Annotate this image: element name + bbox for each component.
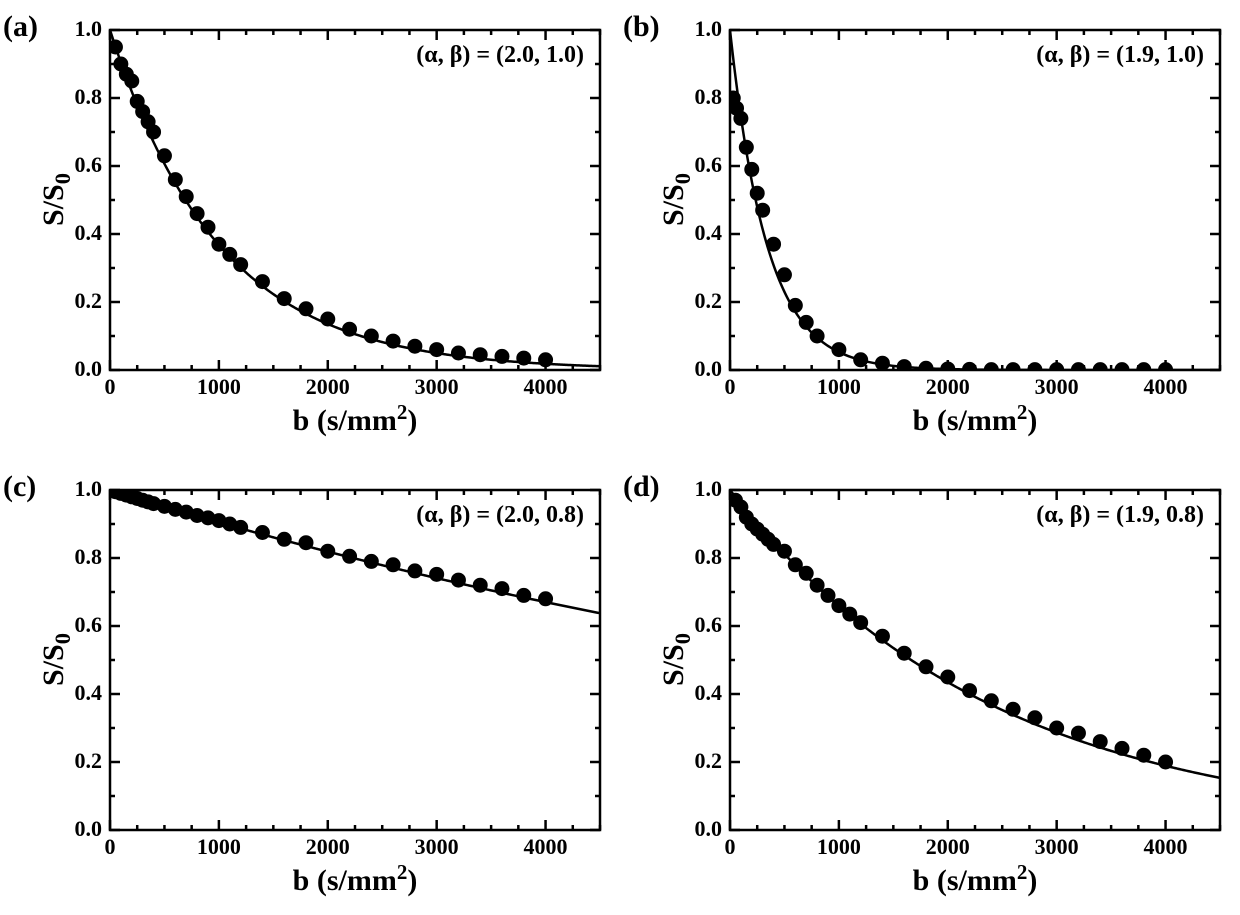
figure: (a) 010002000300040000.00.20.40.60.81.0b …	[0, 0, 1240, 915]
ytick-label: 0.0	[54, 356, 102, 382]
ytick-label: 0.8	[674, 544, 722, 570]
panel-letter-b: (b)	[623, 10, 660, 44]
xtick-label: 3000	[1027, 834, 1087, 860]
xlabel: b (s/mm2)	[110, 860, 600, 898]
data-markers	[728, 493, 1172, 769]
xtick-label: 1000	[189, 834, 249, 860]
xtick-label: 3000	[407, 834, 467, 860]
ytick-label: 1.0	[674, 16, 722, 42]
ytick-label: 1.0	[54, 16, 102, 42]
ytick-label: 0.0	[674, 356, 722, 382]
ytick-label: 0.2	[54, 748, 102, 774]
xtick-label: 3000	[1027, 374, 1087, 400]
data-markers	[108, 40, 552, 367]
ylabel: S/S0	[37, 173, 76, 226]
panel-letter-d: (d)	[623, 470, 660, 504]
ylabel: S/S0	[657, 173, 696, 226]
ylabel: S/S0	[37, 633, 76, 686]
plot-svg-d	[730, 490, 1220, 830]
ytick-label: 0.2	[54, 288, 102, 314]
xtick-label: 4000	[1136, 374, 1196, 400]
ytick-label: 1.0	[674, 476, 722, 502]
xtick-label: 2000	[918, 834, 978, 860]
panel-letter-a: (a)	[3, 10, 38, 44]
xtick-label: 4000	[516, 374, 576, 400]
data-markers	[726, 91, 1172, 377]
xlabel: b (s/mm2)	[110, 400, 600, 438]
ytick-label: 0.2	[674, 288, 722, 314]
ytick-label: 1.0	[54, 476, 102, 502]
xtick-label: 1000	[809, 834, 869, 860]
xtick-label: 2000	[298, 834, 358, 860]
annotation-a: (α, β) = (2.0, 1.0)	[416, 42, 584, 69]
xtick-label: 3000	[407, 374, 467, 400]
xtick-label: 2000	[298, 374, 358, 400]
annotation-b: (α, β) = (1.9, 1.0)	[1036, 42, 1204, 69]
xlabel: b (s/mm2)	[730, 860, 1220, 898]
xtick-label: 4000	[1136, 834, 1196, 860]
ytick-label: 0.8	[674, 84, 722, 110]
ytick-label: 0.2	[674, 748, 722, 774]
fit-curve	[730, 490, 1220, 778]
ytick-label: 0.0	[674, 816, 722, 842]
annotation-c: (α, β) = (2.0, 0.8)	[416, 502, 584, 529]
plot-d: 010002000300040000.00.20.40.60.81.0b (s/…	[730, 490, 1220, 830]
plot-a: 010002000300040000.00.20.40.60.81.0b (s/…	[110, 30, 600, 370]
xtick-label: 2000	[918, 374, 978, 400]
ytick-label: 0.8	[54, 84, 102, 110]
plot-svg-a	[110, 30, 600, 370]
plot-svg-b	[730, 30, 1220, 370]
plot-c: 010002000300040000.00.20.40.60.81.0b (s/…	[110, 490, 600, 830]
panel-letter-c: (c)	[3, 470, 36, 504]
ylabel: S/S0	[657, 633, 696, 686]
xtick-label: 1000	[189, 374, 249, 400]
annotation-d: (α, β) = (1.9, 0.8)	[1036, 502, 1204, 529]
ytick-label: 0.0	[54, 816, 102, 842]
xlabel: b (s/mm2)	[730, 400, 1220, 438]
plot-b: 010002000300040000.00.20.40.60.81.0b (s/…	[730, 30, 1220, 370]
ytick-label: 0.8	[54, 544, 102, 570]
plot-svg-c	[110, 490, 600, 830]
xtick-label: 1000	[809, 374, 869, 400]
xtick-label: 4000	[516, 834, 576, 860]
